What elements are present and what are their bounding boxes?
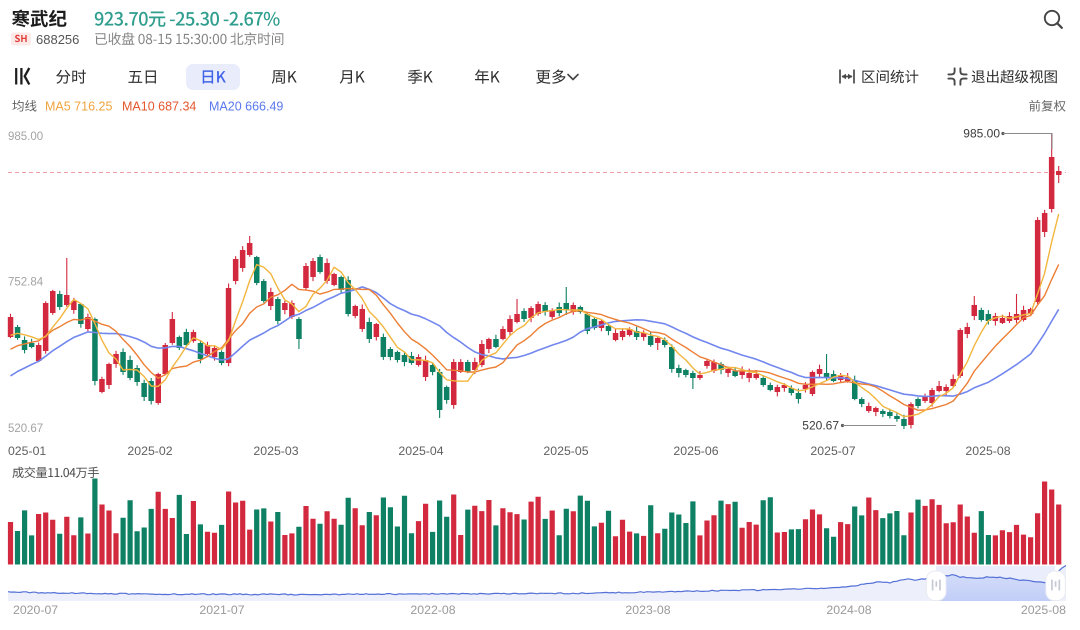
svg-text:2024-08: 2024-08 xyxy=(826,603,871,617)
svg-text:752.84: 752.84 xyxy=(8,277,44,289)
svg-text:MA20 666.49: MA20 666.49 xyxy=(209,100,283,114)
svg-text:MA5 716.25: MA5 716.25 xyxy=(45,100,112,114)
svg-text:2025-08: 2025-08 xyxy=(1021,603,1066,617)
svg-text:2025-01: 2025-01 xyxy=(1,444,46,458)
svg-text:985.00: 985.00 xyxy=(8,131,43,143)
svg-text:985.00: 985.00 xyxy=(963,127,1000,141)
svg-text:2025-03: 2025-03 xyxy=(253,444,298,458)
svg-text:2023-08: 2023-08 xyxy=(625,603,670,617)
svg-text:2025-04: 2025-04 xyxy=(398,444,443,458)
svg-text:2025-05: 2025-05 xyxy=(543,444,588,458)
svg-text:MA10 687.34: MA10 687.34 xyxy=(122,100,196,114)
svg-text:2025-07: 2025-07 xyxy=(810,444,855,458)
svg-text:2025-02: 2025-02 xyxy=(127,444,172,458)
svg-text:2025-08: 2025-08 xyxy=(965,444,1010,458)
svg-text:520.67: 520.67 xyxy=(8,423,43,435)
svg-text:2020-07: 2020-07 xyxy=(13,603,58,617)
svg-text:2021-07: 2021-07 xyxy=(199,603,244,617)
svg-text:688256: 688256 xyxy=(36,32,79,47)
svg-text:2025-06: 2025-06 xyxy=(673,444,718,458)
svg-text:520.67: 520.67 xyxy=(802,419,839,433)
svg-text:2022-08: 2022-08 xyxy=(410,603,455,617)
